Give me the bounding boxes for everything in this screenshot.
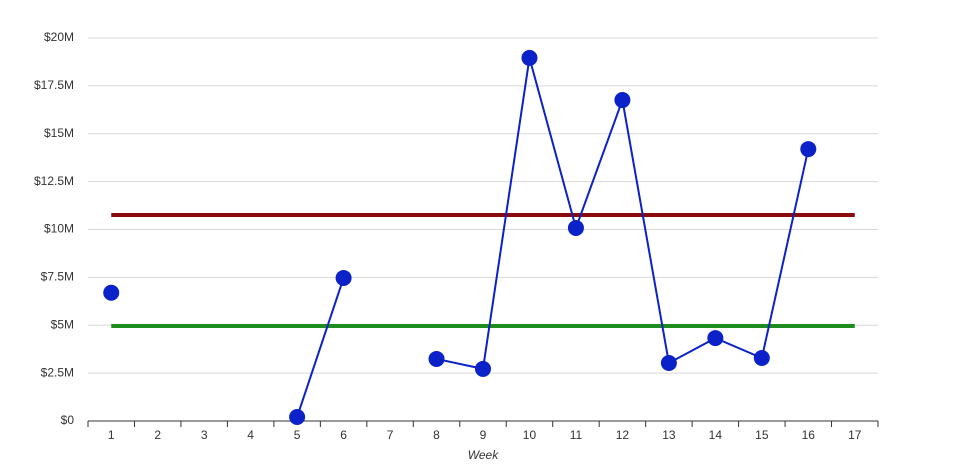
point xyxy=(428,350,445,367)
x-tick-label: 2 xyxy=(154,428,161,442)
y-tick-label: $0 xyxy=(61,413,75,427)
y-tick-label: $7.5M xyxy=(41,270,74,284)
x-tick-label: 4 xyxy=(247,428,254,442)
x-axis-label: Week xyxy=(468,448,499,462)
x-tick-label: 10 xyxy=(523,428,537,442)
y-tick-label: $20M xyxy=(44,30,74,44)
point xyxy=(707,330,724,347)
point xyxy=(660,354,677,371)
x-tick-label: 3 xyxy=(201,428,208,442)
series-line xyxy=(296,57,810,418)
x-tick-label: 17 xyxy=(848,428,862,442)
y-tick-label: $5M xyxy=(51,317,74,331)
x-tick-label: 14 xyxy=(709,428,723,442)
point xyxy=(567,219,584,236)
x-tick-label: 5 xyxy=(294,428,301,442)
x-tick-label: 16 xyxy=(802,428,816,442)
x-tick-label: 11 xyxy=(570,428,583,442)
x-tick-label: 8 xyxy=(433,428,440,442)
x-tick-label: 1 xyxy=(108,428,115,442)
x-tick-label: 13 xyxy=(662,428,676,442)
y-tick-label: $15M xyxy=(44,126,74,140)
point xyxy=(753,349,770,366)
point xyxy=(475,360,491,377)
y-tick-label: $17.5M xyxy=(34,78,74,92)
y-tick-label: $10M xyxy=(44,222,74,236)
point xyxy=(614,92,631,109)
point xyxy=(289,408,306,425)
point xyxy=(335,269,352,286)
x-tick-label: 9 xyxy=(480,428,487,442)
point xyxy=(521,49,538,66)
point xyxy=(800,141,817,158)
x-tick-label: 12 xyxy=(616,428,630,442)
x-tick-label: 15 xyxy=(755,428,769,442)
x-tick-label: 7 xyxy=(387,428,394,442)
point xyxy=(103,284,120,301)
y-tick-label: $2.5M xyxy=(41,365,74,379)
x-tick-label: 6 xyxy=(340,428,347,442)
y-tick-label: $12.5M xyxy=(34,174,74,188)
